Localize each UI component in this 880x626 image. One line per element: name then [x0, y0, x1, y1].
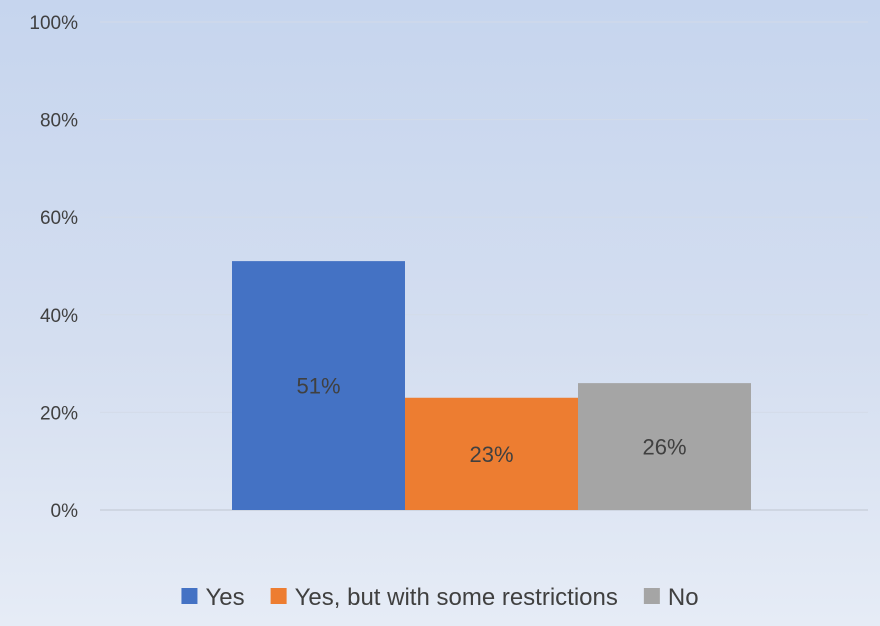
- bar-3: [578, 383, 751, 510]
- data-label: 26%: [642, 435, 686, 460]
- bar-2: [405, 397, 578, 510]
- bars: [232, 261, 751, 510]
- data-label: 51%: [296, 374, 340, 399]
- bar-1: [232, 261, 405, 510]
- data-labels: 51% 23% 26%: [296, 374, 686, 467]
- legend-label: Yes: [205, 584, 244, 611]
- y-tick-label: 20%: [40, 403, 78, 424]
- legend-label: Yes, but with some restrictions: [295, 584, 618, 611]
- y-tick-label: 60%: [40, 208, 78, 229]
- legend-swatch: [643, 588, 660, 604]
- legend-swatch: [270, 588, 287, 604]
- y-tick-label: 0%: [51, 501, 79, 522]
- data-label: 23%: [469, 442, 513, 467]
- y-axis-tick-labels: 0% 20% 40% 60% 80% 100%: [29, 13, 78, 522]
- y-tick-label: 80%: [40, 111, 78, 132]
- legend-swatch: [181, 588, 198, 604]
- y-tick-label: 100%: [29, 13, 78, 34]
- legend-label: No: [668, 584, 699, 611]
- legend: Yes Yes, but with some restrictions No: [181, 584, 699, 611]
- y-tick-label: 40%: [40, 306, 78, 327]
